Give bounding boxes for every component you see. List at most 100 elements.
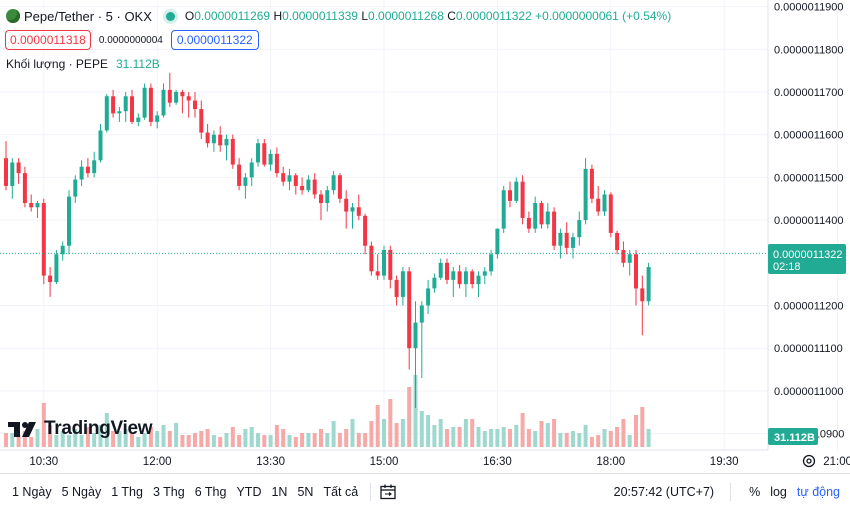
candle-body — [533, 203, 538, 229]
volume-bar — [60, 431, 65, 447]
candle-body — [293, 175, 298, 186]
candle-body — [583, 168, 588, 221]
candle-body — [331, 175, 336, 191]
candle-body — [571, 237, 575, 248]
timeframe-button[interactable]: 6 Thg — [194, 485, 227, 499]
candle-body — [539, 203, 544, 225]
volume-bar — [312, 433, 317, 447]
candle-body — [457, 271, 462, 285]
gear-icon[interactable] — [801, 453, 817, 469]
candle-body — [388, 249, 393, 280]
candle-body — [104, 96, 109, 131]
candle-body — [394, 279, 399, 297]
toolbar-divider-right — [730, 483, 732, 501]
candle-body — [438, 262, 443, 278]
timeframe-button[interactable]: 5 Ngày — [61, 485, 102, 499]
volume-bar — [426, 415, 431, 447]
price-tick-label: 0.0000011200 — [774, 301, 844, 313]
timeframe-button[interactable]: 5N — [297, 485, 314, 499]
change-value: +0.0000000061 (+0.54%) — [535, 9, 672, 23]
volume-bar — [545, 423, 550, 447]
countdown-label: 02:18 — [773, 261, 801, 273]
candle-body — [489, 254, 494, 272]
time-tick-label: 18:00 — [596, 456, 625, 468]
low-value: 0.0000011268 — [368, 9, 444, 23]
volume-bar — [552, 419, 557, 447]
volume-bar — [470, 419, 475, 447]
candle-body — [98, 130, 103, 161]
bid-ask-row: 0.0000011318 0.0000000004 0.0000011322 — [5, 30, 259, 50]
volume-bar — [564, 433, 569, 447]
volume-bar — [155, 431, 160, 447]
candle-body — [268, 153, 273, 165]
candle-body — [136, 117, 141, 122]
candle-body — [350, 207, 355, 212]
log-scale-button[interactable]: log — [770, 485, 787, 499]
tradingview-watermark[interactable]: TradingView — [8, 418, 153, 440]
price-tick-label: 0.0000011500 — [774, 172, 844, 184]
timeframe-button[interactable]: YTD — [236, 485, 262, 499]
candle-body — [426, 288, 431, 306]
candle-body — [35, 203, 40, 208]
buy-button[interactable]: 0.0000011322 — [170, 30, 259, 50]
timeframe-button[interactable]: 1N — [271, 485, 288, 499]
candle-body — [337, 175, 342, 199]
volume-bar — [325, 433, 330, 447]
candle-body — [564, 232, 569, 248]
close-label: C — [447, 9, 456, 23]
volume-bar — [54, 435, 59, 447]
volume-bar — [249, 427, 254, 447]
volume-bar — [438, 419, 443, 447]
candle-body — [193, 100, 197, 110]
market-status-icon[interactable] — [165, 11, 175, 21]
price-tick-label: 0.0000011800 — [774, 44, 844, 56]
volume-bar — [520, 413, 525, 447]
volume-bar — [104, 413, 109, 447]
volume-bar — [92, 433, 97, 447]
percent-scale-button[interactable]: % — [749, 485, 761, 499]
calendar-range-icon[interactable] — [379, 483, 397, 501]
volume-bar — [419, 411, 424, 447]
price-tick-label: 0.0000011600 — [774, 130, 844, 142]
candle-body — [545, 211, 550, 225]
price-axis[interactable]: 0.0000011900 0.0000011800 0.0000011700 0.00… — [774, 2, 844, 441]
volume-bar — [602, 429, 607, 447]
volume-bar — [243, 429, 248, 447]
candle-body — [300, 185, 305, 191]
volume-bar — [274, 425, 279, 447]
volume-bar — [199, 431, 204, 447]
sell-button[interactable]: 0.0000011318 — [5, 30, 91, 50]
candle-body — [375, 271, 380, 276]
volume-bar — [293, 437, 298, 447]
volume-badge-label: 31.112B — [774, 432, 815, 444]
toolbar-divider — [370, 483, 372, 501]
candle-body — [79, 166, 84, 180]
candle-body — [60, 245, 65, 255]
candle-body — [142, 87, 147, 118]
candle-body — [344, 198, 349, 212]
volume-bar — [16, 435, 21, 447]
legend-header: Pepe/Tether · 5 · OKX O0.0000011269 H0.0… — [6, 6, 671, 26]
timeframe-button[interactable]: Tất cả — [323, 485, 359, 499]
auto-scale-button[interactable]: tự động — [796, 485, 840, 499]
grid-lines — [0, 0, 839, 450]
volume-bar — [262, 435, 267, 447]
candle-body — [382, 249, 386, 276]
open-value: 0.0000011269 — [194, 9, 271, 23]
bottom-toolbar: 1 Ngày 5 Ngày 1 Thg 3 Thg 6 Thg YTD 1N 5N Tất cả… — [0, 473, 850, 510]
time-axis[interactable]: 10:30 12:00 13:30 15:00 16:30 18:00 19:30 21:00 — [29, 456, 850, 468]
volume-bar — [306, 433, 311, 447]
candle-body — [186, 96, 191, 101]
timeframe-button[interactable]: 1 Ngày — [12, 485, 52, 499]
clock-timezone[interactable]: 20:57:42 (UTC+7) — [613, 485, 715, 499]
volume-bar — [445, 429, 449, 447]
volume-bar — [634, 415, 638, 447]
timeframe-button[interactable]: 3 Thg — [152, 485, 185, 499]
volume-bar — [482, 431, 487, 447]
volume-bar — [35, 429, 40, 447]
volume-bar — [533, 431, 538, 447]
symbol-title[interactable]: Pepe/Tether · 5 · OKX — [24, 8, 152, 24]
timeframe-button[interactable]: 1 Thg — [111, 485, 143, 499]
candle-body — [281, 173, 286, 182]
